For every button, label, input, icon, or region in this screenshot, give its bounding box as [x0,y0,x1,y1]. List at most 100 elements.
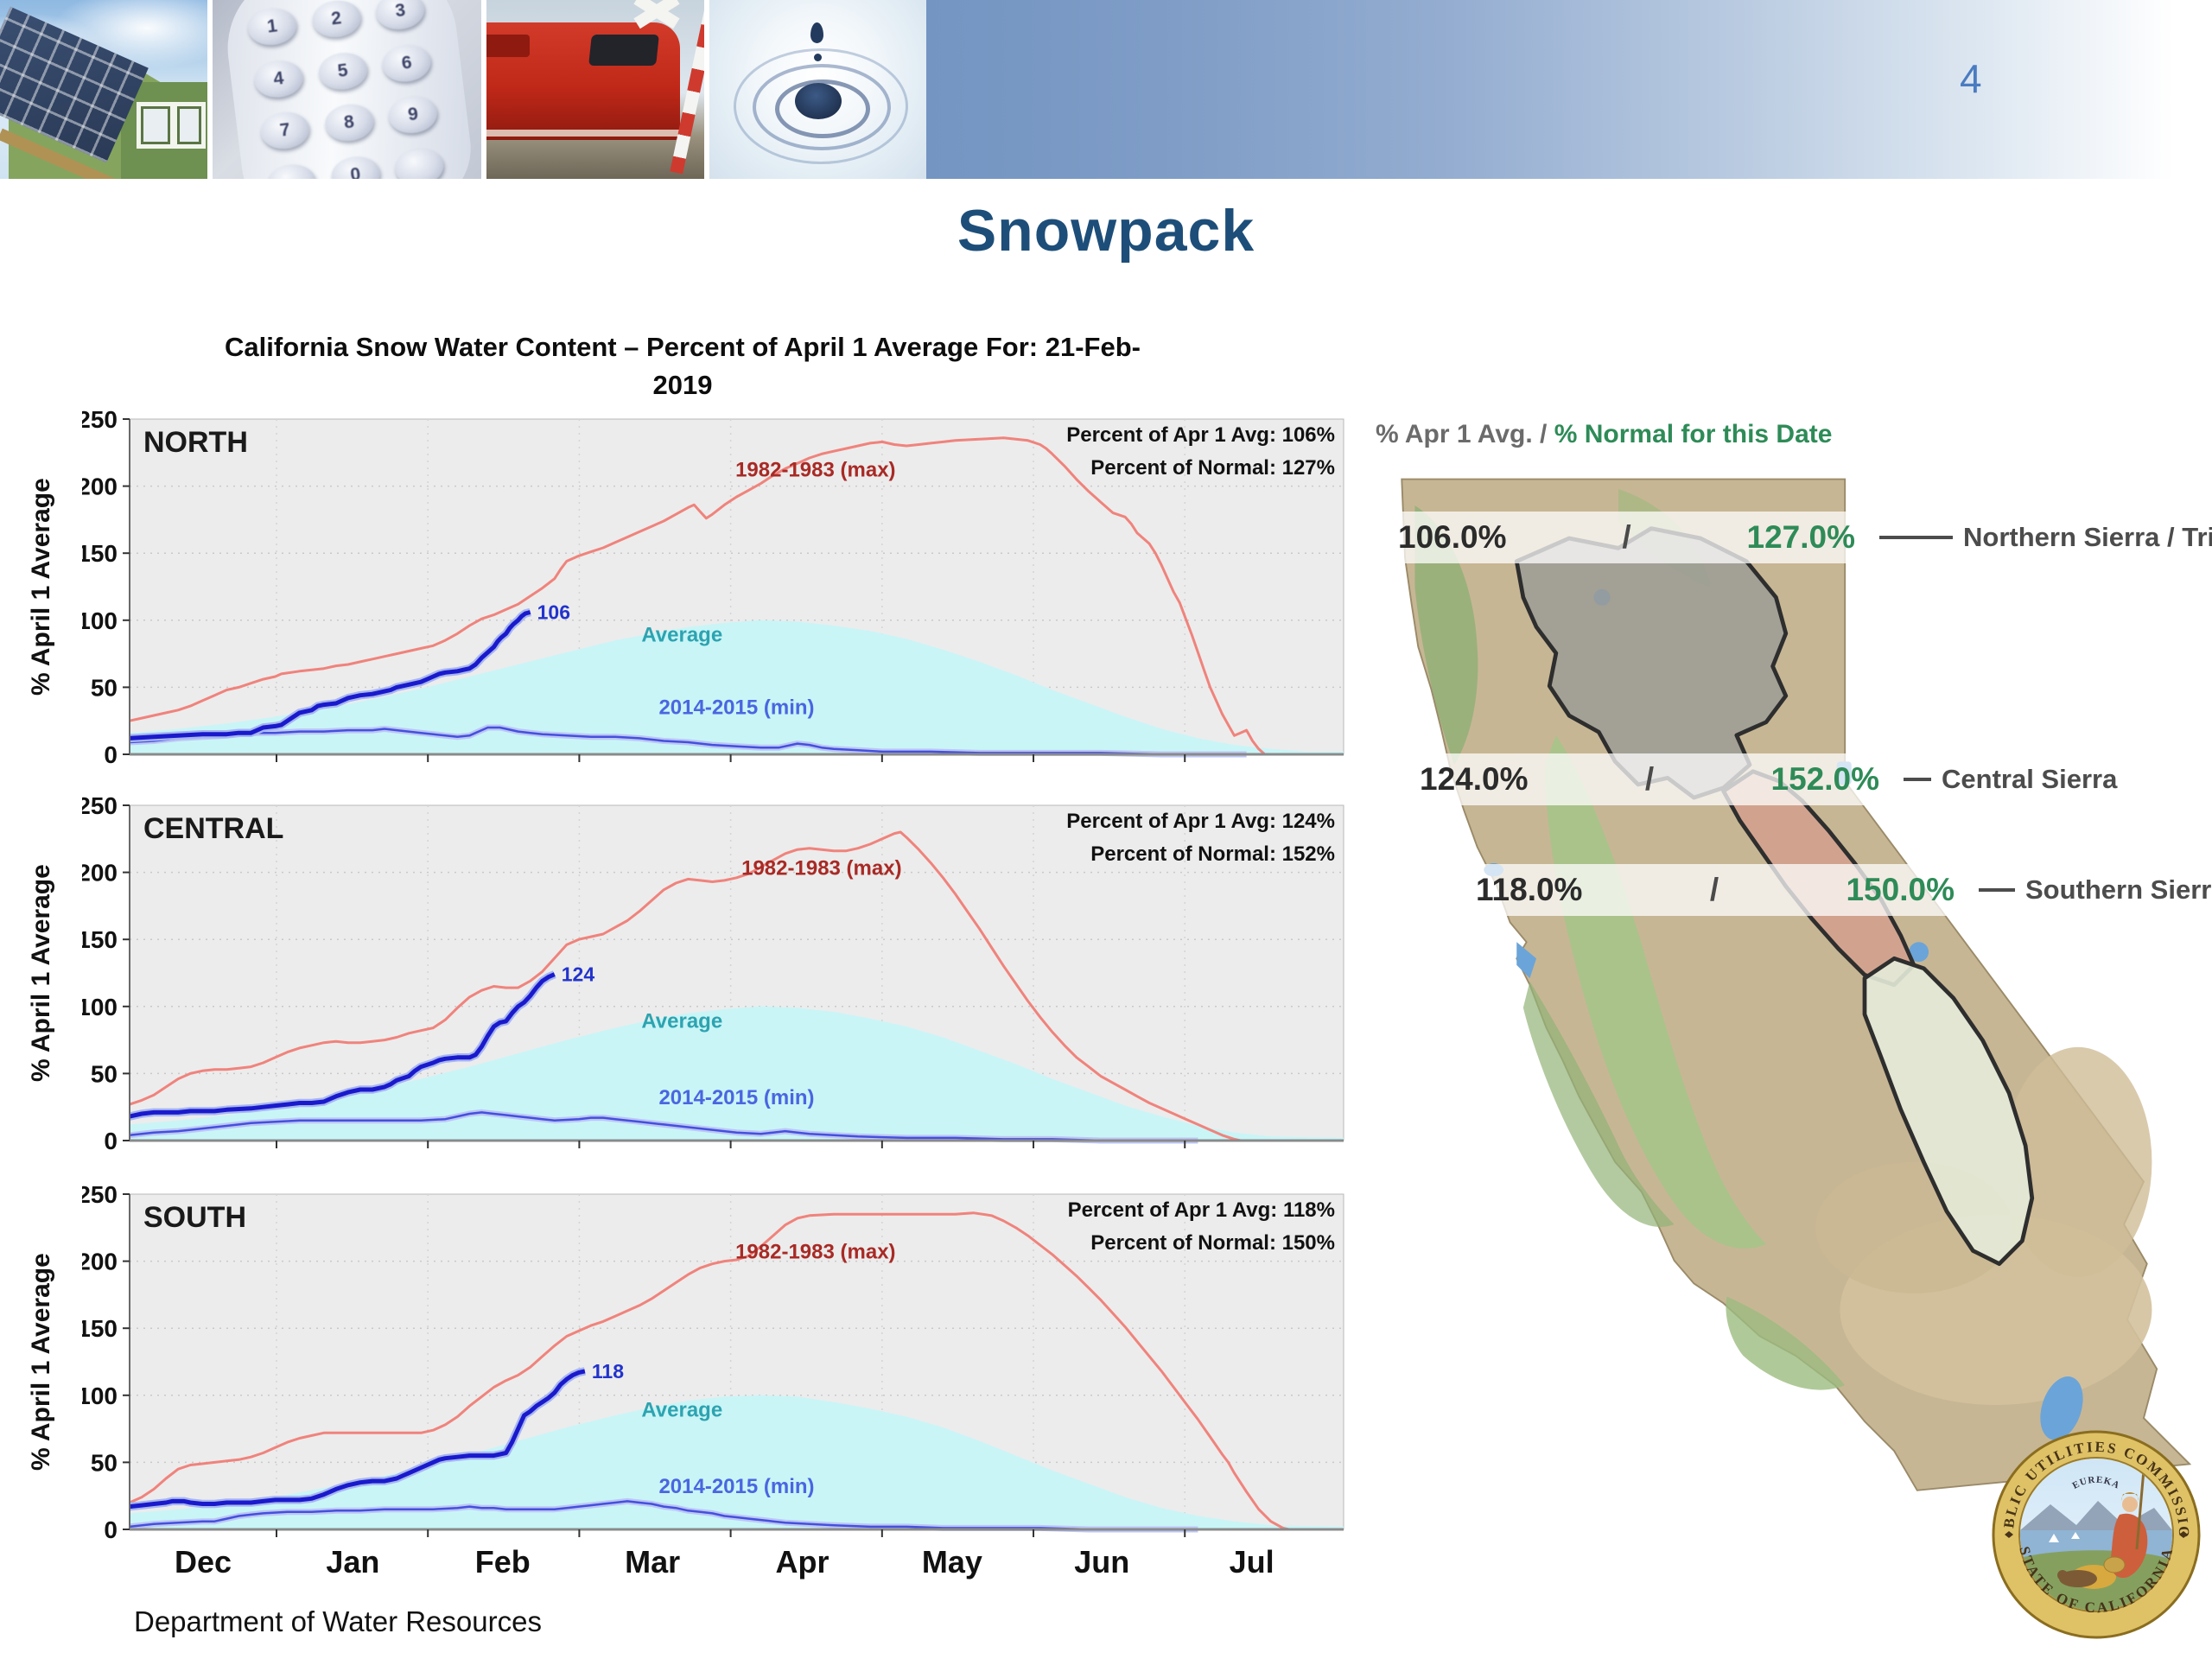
apr1-avg-value: 124.0% [1420,761,1529,797]
keypad-key: 3 [373,0,427,33]
chart-region-name: NORTH [143,426,248,459]
normal-value: 150.0% [1846,872,1955,907]
stats-apr1-avg: Percent of Apr 1 Avg: 118% [1068,1198,1335,1222]
ripple-ring [734,48,908,164]
y-tick-label: 0 [104,741,118,765]
chart-south: Average 1982-1983 (max) 2014-2015 (min) 118… [82,1184,1344,1580]
house-window [173,102,206,149]
y-tick-label: 0 [104,1128,118,1151]
house-window [137,102,175,149]
region-label: Southern Sierra [2025,874,2212,905]
y-axis-title-central: % April 1 Average [27,864,55,1082]
stats-normal: Percent of Normal: 127% [1090,456,1335,480]
y-tick-label: 0 [104,1516,118,1543]
series-2018-2019-current--line [129,1369,586,1510]
keypad-key: 0 [328,153,382,179]
southern-sierra-region [1862,956,2035,1267]
seal-diamond [2179,1531,2188,1538]
month-label: May [922,1544,982,1580]
series-label: 1982-1983 (max) [735,1240,895,1263]
series-label: Average [641,624,722,647]
page-title: Snowpack [957,198,1255,264]
chart-title-line2: 2019 [652,370,713,400]
month-label: Feb [475,1544,531,1580]
south-coast-green [1726,1296,1846,1390]
bear [2059,1570,2097,1587]
month-label: Jul [1230,1544,1274,1580]
svg-text:EUREKA: EUREKA [2071,1475,2122,1491]
y-tick-label: 50 [91,1449,118,1476]
map-legend-avg-label: % Apr 1 Avg. / [1376,420,1548,448]
seal-scene [2020,1459,2172,1611]
series-2018-2019-current--line [129,972,556,1119]
series-2014-2015-min--line [129,1111,1198,1142]
y-tick-label: 100 [82,607,118,634]
series-average-area [130,620,1344,754]
y-tick-label: 150 [82,540,118,567]
red-train-photo [486,0,704,179]
keypad-key [264,161,318,179]
shield [2103,1556,2126,1573]
series-label: Average [641,1399,722,1422]
y-tick-label: 200 [82,474,118,500]
minerva-helmet [2121,1492,2139,1501]
keypad-key: 8 [322,101,376,144]
series-2014-2015-min--line [129,1500,1198,1531]
seal-diamond [2005,1531,2013,1538]
sailboat [2049,1534,2059,1542]
stats-apr1-avg: Percent of Apr 1 Avg: 124% [1066,810,1335,833]
series-average-area [130,1006,1344,1141]
map-legend-title: % Apr 1 Avg. / % Normal for this Date [1376,420,1832,449]
stats-normal: Percent of Normal: 150% [1090,1231,1335,1255]
slash: / [1644,761,1655,797]
train-windshield [588,35,659,66]
series-1982-1983-max--line [129,1211,1290,1531]
chart-central: Average 1982-1983 (max) 2014-2015 (min) 124… [82,795,1344,1151]
apr1-avg-value: 106.0% [1398,519,1507,555]
chart-title-line1: California Snow Water Content – Percent … [225,332,1141,362]
minerva-head [2122,1497,2138,1512]
keypad-key: 1 [245,5,299,48]
coast-range-green [1522,981,1675,1227]
current-value-label: 124 [562,963,595,986]
slash: / [1709,872,1719,907]
droplet-dot [814,54,822,61]
keypad-key: 6 [380,41,434,85]
keypad-key: 4 [252,57,305,100]
mono-lake [1909,942,1929,963]
y-tick-label: 50 [91,674,118,701]
sailboat [2071,1532,2080,1539]
series-1982-1983-max--line [129,830,1241,1142]
page-number: 4 [1960,56,1982,101]
y-tick-label: 250 [82,795,118,819]
month-label: Dec [175,1544,232,1580]
stats-apr1-avg: Percent of Apr 1 Avg: 106% [1066,423,1335,447]
month-label: Mar [625,1544,680,1580]
series-label: Average [641,1010,722,1033]
month-label: Jun [1074,1544,1129,1580]
slash: / [1622,519,1631,555]
keypad-key: 7 [258,109,312,152]
leader-line [1979,888,2015,892]
solar-house-photo [0,0,207,179]
series-average-area [130,1395,1344,1529]
y-tick-label: 50 [91,1060,118,1087]
series-label: 2014-2015 (min) [658,696,814,719]
map-row-central: 124.0% / 152.0% Central Sierra [1395,753,2117,805]
desert-patch [2004,1046,2152,1277]
keypad-key: 9 [386,93,440,137]
leader-line [1879,536,1953,539]
attribution: Department of Water Resources [134,1605,542,1637]
y-tick-label: 150 [82,1315,118,1342]
y-tick-label: 150 [82,926,118,953]
series-label: 2014-2015 (min) [658,1086,814,1109]
map-row-band: 118.0% / 150.0% [1452,864,1979,916]
falling-drop [810,22,823,43]
series-label: 2014-2015 (min) [658,1475,814,1498]
north-coast-green [1414,505,1478,766]
normal-value: 152.0% [1770,761,1880,797]
ripple-ring [753,64,891,150]
chart-north: Average 1982-1983 (max) 2014-2015 (min) 106… [82,409,1344,765]
map-row-band: 106.0% / 127.0% [1374,512,1879,563]
